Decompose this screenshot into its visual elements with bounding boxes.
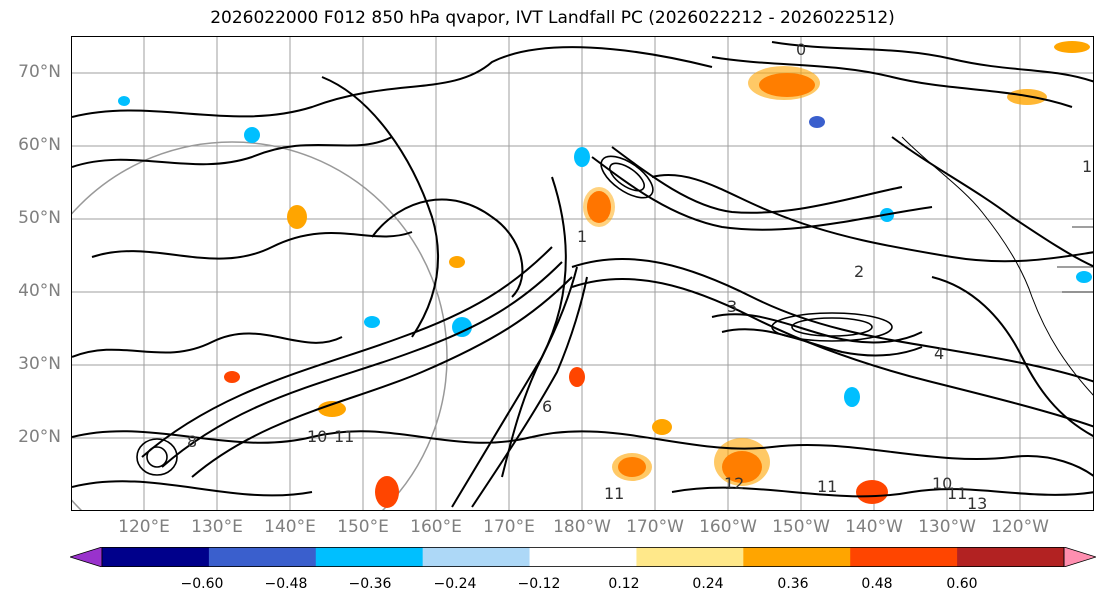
graticule xyxy=(72,37,1093,510)
lat-label-60n: 60°N xyxy=(18,135,61,155)
colorbar-segment xyxy=(422,547,531,567)
colorbar-segment xyxy=(957,547,1065,567)
lon-label-150w: 150°W xyxy=(772,517,830,537)
lon-label-130w: 130°W xyxy=(918,517,976,537)
qvapor-anomaly-fill xyxy=(118,41,1092,508)
colorbar-outline xyxy=(101,547,1065,568)
lon-label-120e: 120°E xyxy=(118,517,170,537)
lat-label-20n: 20°N xyxy=(18,427,61,447)
contour-label-group: 1 1 2 3 4 6 8 10 11 11 11 12 10 11 13 0 xyxy=(187,40,1092,511)
colorbar-segment xyxy=(315,547,424,567)
lon-label-120w: 120°W xyxy=(991,517,1049,537)
coastline xyxy=(901,136,1093,396)
contour-label: 11 xyxy=(817,477,837,496)
colorbar-tick-label: −0.60 xyxy=(180,576,224,592)
colorbar-segment xyxy=(102,547,210,567)
colorbar-segment xyxy=(850,547,958,567)
colorbar-tick-label: 0.36 xyxy=(777,576,809,592)
colorbar-svg xyxy=(68,546,1098,568)
colorbar-extend-min xyxy=(68,546,103,568)
colorbar xyxy=(68,546,1098,568)
colorbar-segment xyxy=(208,547,317,567)
colorbar-tick-label: −0.24 xyxy=(433,576,477,592)
colorbar-tick-label: −0.36 xyxy=(348,576,392,592)
contour-label: 10 xyxy=(932,474,952,493)
colorbar-extend-max xyxy=(1063,546,1098,568)
colorbar-tick-label: 0.12 xyxy=(608,576,640,592)
lat-label-70n: 70°N xyxy=(18,62,61,82)
map-panel: 1 1 2 3 4 6 8 10 11 11 11 12 10 11 13 0 xyxy=(71,36,1094,511)
contour-label: 4 xyxy=(934,344,944,363)
colorbar-tick-label: 0.60 xyxy=(946,576,978,592)
contour-label: 11 xyxy=(334,427,354,446)
state-borders xyxy=(1057,226,1093,293)
lon-label-170e: 170°E xyxy=(483,517,535,537)
contour-label: 1 xyxy=(577,227,587,246)
contour-label: 11 xyxy=(947,484,967,503)
jet-core-contours xyxy=(136,155,893,476)
contour-label: 0 xyxy=(796,40,806,59)
contour-label: 13 xyxy=(967,494,987,511)
lon-label-140e: 140°E xyxy=(264,517,316,537)
colorbar-segment xyxy=(529,547,637,567)
contour-label: 3 xyxy=(727,297,737,316)
lon-label-160e: 160°E xyxy=(410,517,462,537)
contour-label: 2 xyxy=(854,262,864,281)
lon-label-150e: 150°E xyxy=(337,517,389,537)
lon-label-140w: 140°W xyxy=(845,517,903,537)
lon-label-180w: 180°W xyxy=(553,517,611,537)
lat-label-30n: 30°N xyxy=(18,354,61,374)
contour-label: 6 xyxy=(542,397,552,416)
lon-label-130e: 130°E xyxy=(191,517,243,537)
lon-label-160w: 160°W xyxy=(699,517,757,537)
figure-title: 2026022000 F012 850 hPa qvapor, IVT Land… xyxy=(210,8,895,28)
range-ring xyxy=(72,141,448,510)
lon-label-170w: 170°W xyxy=(626,517,684,537)
contour-label: 8 xyxy=(187,432,197,451)
colorbar-tick-label: 0.24 xyxy=(692,576,724,592)
colorbar-tick-label: −0.12 xyxy=(517,576,561,592)
ivt-contours xyxy=(72,41,1093,508)
contour-label: 10 xyxy=(307,427,327,446)
lat-label-50n: 50°N xyxy=(18,208,61,228)
map-svg: 1 1 2 3 4 6 8 10 11 11 11 12 10 11 13 0 xyxy=(72,37,1093,511)
colorbar-segment xyxy=(636,547,744,567)
lat-label-40n: 40°N xyxy=(18,281,61,301)
colorbar-tick-label: −0.48 xyxy=(264,576,308,592)
colorbar-segment xyxy=(743,547,851,567)
colorbar-tick-label: 0.48 xyxy=(861,576,893,592)
contour-label: 12 xyxy=(724,474,744,493)
contour-label: 11 xyxy=(604,484,624,503)
contour-label: 1 xyxy=(1082,157,1092,176)
